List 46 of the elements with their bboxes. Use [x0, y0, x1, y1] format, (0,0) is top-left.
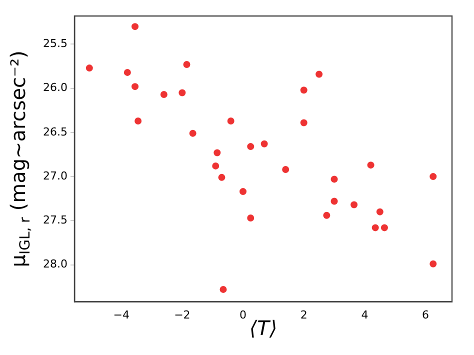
point: [189, 130, 196, 137]
point: [132, 83, 139, 90]
point: [124, 68, 131, 76]
point: [430, 173, 437, 180]
x-tick-label: 6: [422, 308, 430, 322]
point: [380, 224, 388, 232]
point: [300, 86, 308, 94]
point: [178, 89, 186, 96]
point: [350, 201, 358, 208]
point: [323, 212, 330, 219]
point: [220, 286, 227, 293]
point: [260, 140, 268, 148]
point: [227, 117, 234, 124]
point: [218, 174, 226, 181]
point: [367, 162, 374, 169]
x-tick-label: 0: [240, 308, 247, 322]
y-tick-label: 26.0: [42, 81, 68, 94]
x-tick-label: 4: [361, 308, 368, 322]
point: [247, 214, 254, 222]
point: [214, 149, 221, 156]
y-tick-label: 26.5: [42, 125, 68, 138]
point: [134, 117, 142, 124]
x-tick-label: −2: [174, 308, 190, 322]
point: [376, 208, 384, 216]
x-tick-label: 2: [300, 308, 308, 322]
point: [132, 23, 139, 30]
y-tick-label: 28.0: [42, 258, 68, 271]
point: [372, 224, 379, 232]
point: [240, 188, 247, 196]
point: [330, 176, 338, 183]
point: [183, 61, 190, 68]
point: [430, 260, 437, 268]
point: [330, 198, 338, 205]
point: [160, 91, 168, 98]
point: [300, 119, 308, 126]
x-axis-title: ⟨T⟩: [249, 316, 278, 340]
y-axis-title: μIGL, r (mag~arcsec⁻²): [6, 50, 34, 268]
y-tick-label: 27.5: [42, 214, 68, 227]
point: [212, 162, 220, 170]
y-tick-label: 27.0: [42, 169, 68, 182]
point: [247, 143, 254, 150]
point: [316, 70, 323, 78]
point: [282, 166, 290, 173]
point: [86, 64, 93, 72]
y-tick-label: 25.5: [42, 37, 68, 50]
x-tick-label: −4: [113, 308, 130, 322]
